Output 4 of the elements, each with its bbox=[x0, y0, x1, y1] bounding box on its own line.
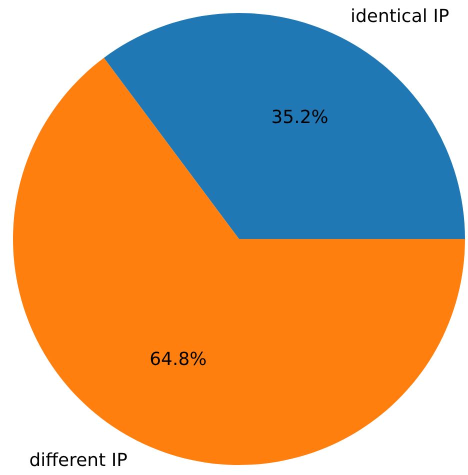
slice-label: different IP bbox=[29, 450, 128, 472]
data-label: 64.8% bbox=[150, 349, 207, 370]
slice-label: identical IP bbox=[350, 6, 450, 27]
data-label: 35.2% bbox=[271, 106, 328, 128]
